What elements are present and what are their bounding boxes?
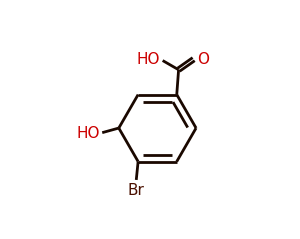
Text: O: O [197,52,209,67]
Text: HO: HO [136,52,160,67]
Text: Br: Br [128,183,145,198]
Text: HO: HO [77,126,100,141]
